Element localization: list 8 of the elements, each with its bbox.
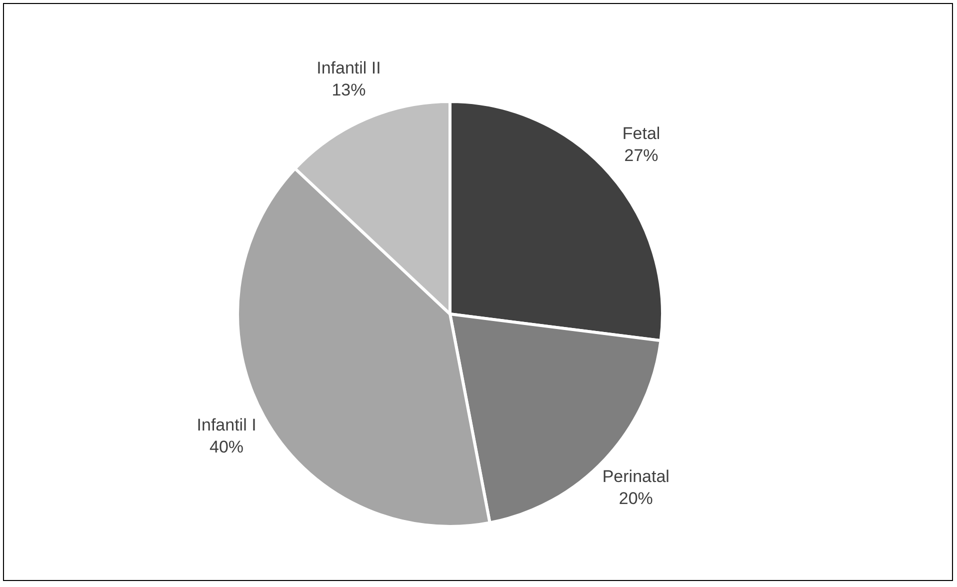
data-label: 27%	[624, 146, 658, 166]
data-label: 13%	[332, 80, 366, 100]
data-label: 40%	[210, 438, 244, 457]
slice-label: Infantil II	[316, 58, 381, 78]
slice-label: Perinatal	[602, 467, 670, 486]
data-label: 20%	[618, 489, 653, 508]
slice-label: Fetal	[622, 124, 660, 144]
slice-label: Infantil I	[196, 416, 256, 435]
